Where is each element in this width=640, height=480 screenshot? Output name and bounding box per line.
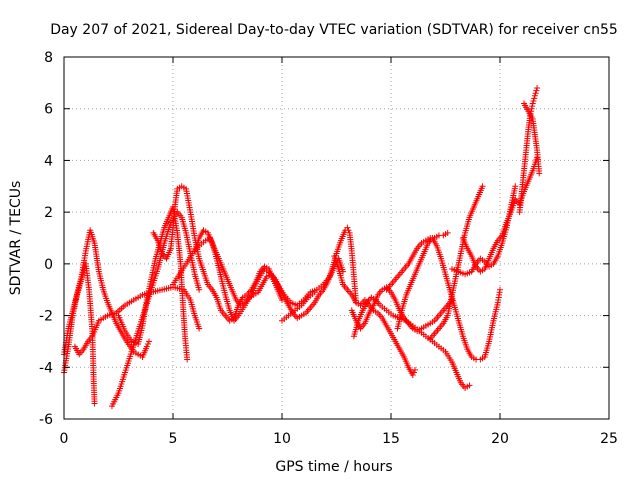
y-tick-label: -4 bbox=[39, 360, 53, 376]
series-track-14 bbox=[394, 235, 503, 363]
series-track-19 bbox=[520, 100, 543, 177]
x-tick-label: 25 bbox=[600, 431, 618, 447]
series-track-13 bbox=[383, 229, 451, 293]
x-tick-label: 15 bbox=[382, 431, 400, 447]
y-axis-label: SDTVAR / TECUs bbox=[8, 181, 24, 296]
x-tick-label: 20 bbox=[491, 431, 509, 447]
chart-title: Day 207 of 2021, Sidereal Day-to-day VTE… bbox=[50, 22, 618, 38]
series-track-9 bbox=[279, 289, 318, 324]
y-tick-label: 4 bbox=[44, 153, 53, 169]
series-markers bbox=[279, 289, 318, 324]
series-markers bbox=[394, 235, 503, 363]
y-tick-label: 8 bbox=[44, 50, 53, 66]
series-markers bbox=[331, 253, 418, 379]
series-track-10 bbox=[331, 253, 418, 379]
x-axis-label: GPS time / hours bbox=[275, 459, 392, 475]
x-tick-label: 5 bbox=[169, 431, 178, 447]
series-track-8 bbox=[191, 227, 347, 324]
x-tick-label: 0 bbox=[60, 431, 69, 447]
data-points bbox=[61, 85, 543, 410]
axis-ticks: 0 5 10 15 20 25 -6 -4 -2 0 2 4 6 8 bbox=[39, 50, 618, 447]
series-markers bbox=[383, 229, 451, 293]
x-tick-label: 10 bbox=[273, 431, 291, 447]
series-markers bbox=[191, 227, 347, 324]
plot-frame bbox=[63, 56, 610, 420]
y-tick-label: 0 bbox=[44, 257, 53, 273]
y-tick-label: -6 bbox=[39, 412, 53, 428]
y-tick-label: 6 bbox=[44, 102, 53, 118]
y-tick-label: 2 bbox=[44, 205, 53, 221]
y-tick-label: -2 bbox=[39, 309, 53, 325]
series-markers bbox=[520, 100, 543, 177]
